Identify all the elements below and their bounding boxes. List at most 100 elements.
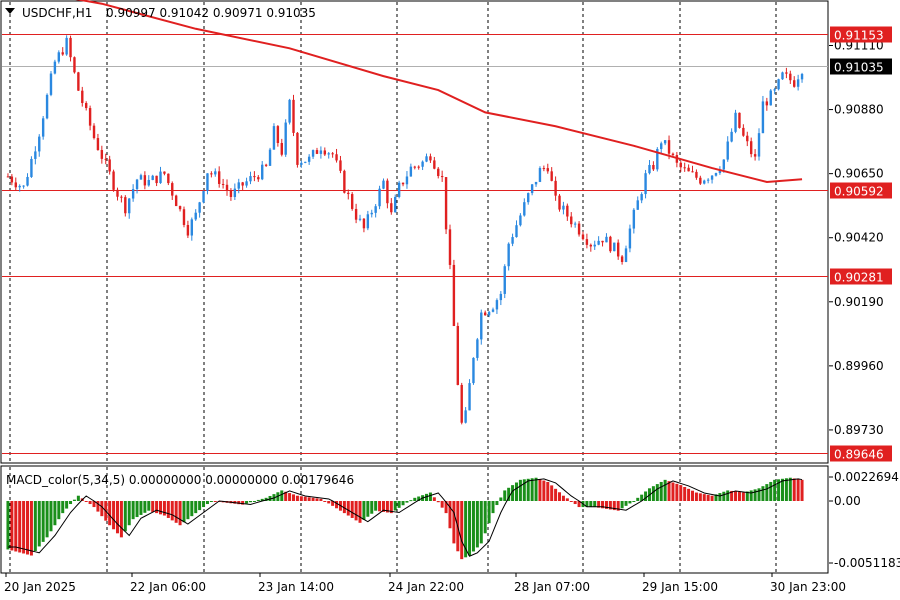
macd-bar [151, 501, 155, 512]
macd-bar [483, 501, 487, 534]
candle-body [620, 256, 624, 262]
macd-panel-frame [0, 465, 829, 574]
candle-body [480, 312, 483, 340]
candle-body [730, 131, 733, 142]
macd-bar [608, 501, 612, 510]
macd-bar [569, 501, 573, 502]
candle-body [135, 179, 139, 190]
candle-body [370, 212, 373, 215]
candle-body [171, 183, 174, 196]
macd-panel[interactable]: MACD_color(5,34,5) 0.00000000 0.00000000… [0, 465, 829, 574]
macd-bar [503, 490, 507, 501]
price-panel[interactable] [0, 0, 829, 464]
candle-body [464, 410, 467, 423]
macd-bar [323, 501, 327, 502]
macd-bar [295, 495, 299, 501]
candle-body [746, 135, 749, 142]
macd-bar [288, 493, 292, 501]
candle-body [257, 177, 260, 180]
macd-bar [96, 501, 100, 512]
macd-bar [788, 477, 792, 501]
macd-bar [397, 501, 401, 508]
macd-bar [593, 501, 597, 508]
candle-body [34, 151, 37, 159]
candle-body [335, 154, 338, 161]
candle-body [331, 153, 334, 155]
candle-body [749, 141, 753, 155]
candle-body [597, 240, 600, 245]
macd-bar [479, 501, 483, 544]
macd-bar [507, 487, 511, 501]
macd-bar [92, 501, 96, 508]
macd-bar [331, 501, 335, 506]
macd-bar [558, 492, 562, 501]
candle-body [687, 167, 690, 172]
macd-bar [413, 497, 417, 501]
macd-bar [487, 501, 491, 524]
candle-body [652, 164, 655, 170]
candle-body [706, 179, 710, 181]
macd-bar [718, 493, 722, 501]
macd-bar [636, 497, 640, 501]
candle-body [307, 156, 311, 162]
candle-body [41, 118, 45, 137]
macd-bar [495, 501, 499, 506]
candle-body [92, 125, 96, 139]
macd-bar [245, 501, 249, 504]
candle-body [558, 195, 561, 210]
candle-body [6, 176, 10, 178]
candle-body [793, 80, 796, 87]
macd-bar [49, 501, 53, 532]
candle-body [14, 182, 17, 188]
macd-bar [315, 498, 319, 501]
macd-bar [624, 501, 628, 506]
macd-bar [378, 501, 382, 512]
candle-body [284, 122, 287, 155]
macd-bar [18, 501, 22, 553]
macd-bar [170, 501, 174, 521]
candle-body [390, 203, 393, 213]
macd-bar [190, 501, 194, 517]
macd-bar [550, 485, 554, 501]
macd-bar [475, 501, 479, 548]
macd-bar [159, 501, 163, 515]
macd-bar [667, 481, 671, 501]
macd-bar [620, 501, 624, 509]
macd-bar [761, 486, 765, 501]
triangle-down-icon[interactable] [5, 8, 15, 14]
macd-bar [659, 481, 663, 501]
candle-body [460, 384, 463, 423]
level-tag [830, 26, 892, 43]
candle-body [401, 182, 405, 185]
candle-body [632, 209, 636, 229]
macd-bar [518, 479, 522, 501]
macd-bar [691, 490, 695, 501]
macd-bar [694, 492, 698, 501]
macd-tick-label: 0.00 [834, 494, 861, 508]
macd-bar [264, 497, 268, 501]
candle-body [362, 218, 366, 229]
candle-body [229, 190, 233, 197]
macd-bar [538, 479, 542, 501]
macd-bar [61, 501, 65, 514]
candle-body [210, 173, 213, 175]
macd-bar [393, 501, 397, 511]
macd-bar [10, 501, 14, 551]
macd-bar [209, 501, 213, 502]
macd-bar [401, 501, 405, 506]
macd-bar [213, 501, 217, 502]
candle-body [30, 158, 33, 177]
macd-bar [526, 478, 530, 501]
macd-bar [299, 496, 303, 501]
candle-body [386, 180, 389, 204]
macd-bar [14, 501, 18, 552]
candle-body [499, 293, 503, 301]
macd-bar [737, 492, 741, 501]
level-tag-label: 0.90281 [834, 271, 884, 285]
symbol-label: USDCHF,H1 [22, 6, 92, 20]
candle-body [515, 225, 518, 238]
price-tick-label: 0.89730 [834, 423, 884, 437]
candle-body [703, 180, 706, 184]
macd-bar [440, 501, 444, 508]
